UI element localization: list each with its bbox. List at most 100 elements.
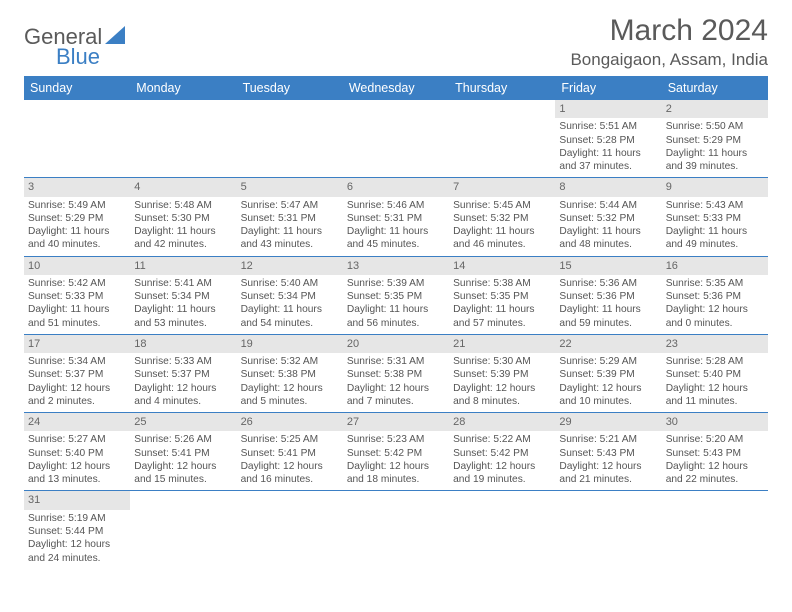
sunset-text: Sunset: 5:43 PM	[666, 447, 764, 460]
empty-cell	[343, 100, 449, 178]
empty-cell	[555, 491, 661, 569]
calendar-row: 31Sunrise: 5:19 AMSunset: 5:44 PMDayligh…	[24, 491, 768, 569]
daylight-text: Daylight: 11 hours and 48 minutes.	[559, 225, 657, 252]
daylight-text: Daylight: 12 hours and 16 minutes.	[241, 460, 339, 487]
sunset-text: Sunset: 5:39 PM	[453, 368, 551, 381]
sunset-text: Sunset: 5:34 PM	[134, 290, 232, 303]
day-cell: 31Sunrise: 5:19 AMSunset: 5:44 PMDayligh…	[24, 491, 130, 569]
day-cell: 28Sunrise: 5:22 AMSunset: 5:42 PMDayligh…	[449, 413, 555, 491]
calendar-row: 24Sunrise: 5:27 AMSunset: 5:40 PMDayligh…	[24, 413, 768, 491]
sunrise-text: Sunrise: 5:28 AM	[666, 355, 764, 368]
day-cell: 17Sunrise: 5:34 AMSunset: 5:37 PMDayligh…	[24, 334, 130, 412]
daylight-text: Daylight: 12 hours and 22 minutes.	[666, 460, 764, 487]
sunrise-text: Sunrise: 5:25 AM	[241, 433, 339, 446]
day-number: 21	[449, 335, 555, 353]
day-number: 7	[449, 178, 555, 196]
sunrise-text: Sunrise: 5:40 AM	[241, 277, 339, 290]
day-cell: 8Sunrise: 5:44 AMSunset: 5:32 PMDaylight…	[555, 178, 661, 256]
day-number: 26	[237, 413, 343, 431]
day-number: 29	[555, 413, 661, 431]
daylight-text: Daylight: 12 hours and 21 minutes.	[559, 460, 657, 487]
daylight-text: Daylight: 12 hours and 13 minutes.	[28, 460, 126, 487]
day-number	[343, 491, 449, 495]
sunrise-text: Sunrise: 5:38 AM	[453, 277, 551, 290]
sunrise-text: Sunrise: 5:26 AM	[134, 433, 232, 446]
sunrise-text: Sunrise: 5:45 AM	[453, 199, 551, 212]
day-number: 25	[130, 413, 236, 431]
day-number: 14	[449, 257, 555, 275]
calendar-table: SundayMondayTuesdayWednesdayThursdayFrid…	[24, 76, 768, 569]
daylight-text: Daylight: 11 hours and 46 minutes.	[453, 225, 551, 252]
day-header: Monday	[130, 76, 236, 100]
sunset-text: Sunset: 5:38 PM	[241, 368, 339, 381]
day-number: 4	[130, 178, 236, 196]
sunrise-text: Sunrise: 5:35 AM	[666, 277, 764, 290]
sunset-text: Sunset: 5:44 PM	[28, 525, 126, 538]
day-number: 24	[24, 413, 130, 431]
day-cell: 18Sunrise: 5:33 AMSunset: 5:37 PMDayligh…	[130, 334, 236, 412]
day-cell: 10Sunrise: 5:42 AMSunset: 5:33 PMDayligh…	[24, 256, 130, 334]
empty-cell	[343, 491, 449, 569]
day-cell: 7Sunrise: 5:45 AMSunset: 5:32 PMDaylight…	[449, 178, 555, 256]
day-cell: 29Sunrise: 5:21 AMSunset: 5:43 PMDayligh…	[555, 413, 661, 491]
sunrise-text: Sunrise: 5:19 AM	[28, 512, 126, 525]
sunrise-text: Sunrise: 5:29 AM	[559, 355, 657, 368]
daylight-text: Daylight: 12 hours and 0 minutes.	[666, 303, 764, 330]
day-cell: 27Sunrise: 5:23 AMSunset: 5:42 PMDayligh…	[343, 413, 449, 491]
daylight-text: Daylight: 12 hours and 7 minutes.	[347, 382, 445, 409]
day-cell: 19Sunrise: 5:32 AMSunset: 5:38 PMDayligh…	[237, 334, 343, 412]
daylight-text: Daylight: 12 hours and 19 minutes.	[453, 460, 551, 487]
sunset-text: Sunset: 5:38 PM	[347, 368, 445, 381]
day-header: Saturday	[662, 76, 768, 100]
day-header: Thursday	[449, 76, 555, 100]
day-number: 31	[24, 491, 130, 509]
sunset-text: Sunset: 5:43 PM	[559, 447, 657, 460]
daylight-text: Daylight: 11 hours and 39 minutes.	[666, 147, 764, 174]
daylight-text: Daylight: 11 hours and 53 minutes.	[134, 303, 232, 330]
sunrise-text: Sunrise: 5:36 AM	[559, 277, 657, 290]
day-number	[24, 100, 130, 104]
daylight-text: Daylight: 11 hours and 59 minutes.	[559, 303, 657, 330]
day-number: 6	[343, 178, 449, 196]
day-cell: 22Sunrise: 5:29 AMSunset: 5:39 PMDayligh…	[555, 334, 661, 412]
sunrise-text: Sunrise: 5:44 AM	[559, 199, 657, 212]
daylight-text: Daylight: 12 hours and 4 minutes.	[134, 382, 232, 409]
sunset-text: Sunset: 5:33 PM	[666, 212, 764, 225]
sunrise-text: Sunrise: 5:22 AM	[453, 433, 551, 446]
day-number	[237, 491, 343, 495]
daylight-text: Daylight: 11 hours and 40 minutes.	[28, 225, 126, 252]
day-number	[130, 100, 236, 104]
sunrise-text: Sunrise: 5:39 AM	[347, 277, 445, 290]
day-number: 30	[662, 413, 768, 431]
day-cell: 24Sunrise: 5:27 AMSunset: 5:40 PMDayligh…	[24, 413, 130, 491]
day-cell: 3Sunrise: 5:49 AMSunset: 5:29 PMDaylight…	[24, 178, 130, 256]
day-cell: 13Sunrise: 5:39 AMSunset: 5:35 PMDayligh…	[343, 256, 449, 334]
day-number: 10	[24, 257, 130, 275]
empty-cell	[449, 100, 555, 178]
day-cell: 5Sunrise: 5:47 AMSunset: 5:31 PMDaylight…	[237, 178, 343, 256]
calendar-head: SundayMondayTuesdayWednesdayThursdayFrid…	[24, 76, 768, 100]
empty-cell	[237, 491, 343, 569]
day-number: 9	[662, 178, 768, 196]
sunrise-text: Sunrise: 5:33 AM	[134, 355, 232, 368]
day-number: 20	[343, 335, 449, 353]
calendar-row: 10Sunrise: 5:42 AMSunset: 5:33 PMDayligh…	[24, 256, 768, 334]
sunrise-text: Sunrise: 5:43 AM	[666, 199, 764, 212]
sunrise-text: Sunrise: 5:31 AM	[347, 355, 445, 368]
day-number: 18	[130, 335, 236, 353]
day-header: Wednesday	[343, 76, 449, 100]
sunset-text: Sunset: 5:36 PM	[666, 290, 764, 303]
day-number: 28	[449, 413, 555, 431]
empty-cell	[449, 491, 555, 569]
daylight-text: Daylight: 11 hours and 43 minutes.	[241, 225, 339, 252]
sunset-text: Sunset: 5:35 PM	[347, 290, 445, 303]
sunset-text: Sunset: 5:34 PM	[241, 290, 339, 303]
day-cell: 25Sunrise: 5:26 AMSunset: 5:41 PMDayligh…	[130, 413, 236, 491]
day-number	[662, 491, 768, 495]
page-header: General March 2024 Bongaigaon, Assam, In…	[24, 14, 768, 70]
sunrise-text: Sunrise: 5:34 AM	[28, 355, 126, 368]
day-cell: 15Sunrise: 5:36 AMSunset: 5:36 PMDayligh…	[555, 256, 661, 334]
sunset-text: Sunset: 5:28 PM	[559, 134, 657, 147]
day-number: 12	[237, 257, 343, 275]
day-number: 23	[662, 335, 768, 353]
